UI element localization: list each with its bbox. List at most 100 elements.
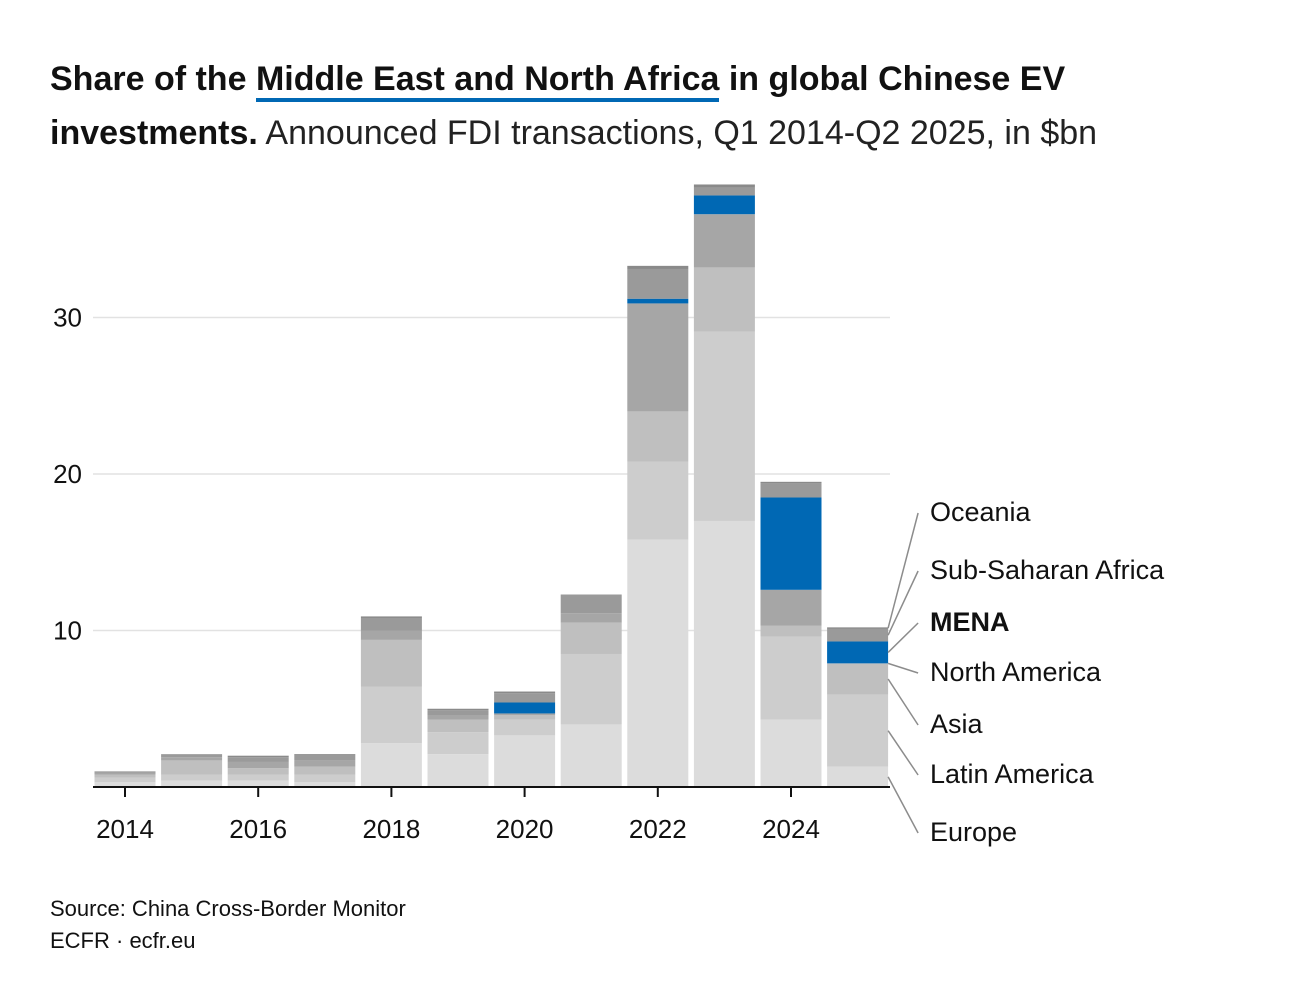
bar-latin-america-2023 bbox=[693, 331, 755, 521]
bar-asia-2016 bbox=[227, 768, 289, 775]
bar-asia-2023 bbox=[693, 267, 755, 332]
bar-sub-saharan-africa-2019 bbox=[427, 710, 489, 716]
bar-latin-america-2022 bbox=[627, 461, 689, 540]
legend-label-latin-america: Latin America bbox=[930, 759, 1095, 789]
leader-line-europe bbox=[887, 776, 919, 834]
bar-europe-2025 bbox=[827, 766, 889, 787]
x-tick-label-2014: 2014 bbox=[96, 814, 154, 844]
bar-asia-2021 bbox=[560, 622, 622, 654]
bar-mena-2025 bbox=[827, 641, 889, 664]
bar-europe-2016 bbox=[227, 780, 289, 787]
y-tick-label-10: 10 bbox=[53, 616, 82, 646]
bar-north-america-2020 bbox=[494, 713, 556, 716]
legend-label-oceania: Oceania bbox=[930, 497, 1032, 527]
bar-europe-2015 bbox=[161, 780, 223, 787]
bar-north-america-2016 bbox=[227, 761, 289, 769]
bar-oceania-2016 bbox=[227, 755, 289, 758]
bar-europe-2024 bbox=[760, 719, 822, 787]
x-tick-label-2020: 2020 bbox=[496, 814, 554, 844]
x-tick-label-2024: 2024 bbox=[762, 814, 820, 844]
bar-sub-saharan-africa-2021 bbox=[560, 594, 622, 614]
bar-oceania-2018 bbox=[360, 616, 422, 618]
title-highlight: Middle East and North Africa bbox=[255, 60, 720, 102]
bar-sub-saharan-africa-2015 bbox=[161, 754, 223, 758]
bar-mena-2023 bbox=[693, 195, 755, 215]
bar-sub-saharan-africa-2024 bbox=[760, 483, 822, 498]
y-tick-label-20: 20 bbox=[53, 459, 82, 489]
bar-mena-2024 bbox=[760, 497, 822, 590]
bar-sub-saharan-africa-2023 bbox=[693, 187, 755, 196]
bar-asia-2020 bbox=[494, 715, 556, 720]
leader-line-north-america bbox=[887, 662, 919, 674]
chart-subtitle: Announced FDI transactions, Q1 2014-Q2 2… bbox=[257, 114, 1098, 152]
bar-asia-2019 bbox=[427, 719, 489, 733]
bar-oceania-2023 bbox=[693, 184, 755, 188]
bar-europe-2022 bbox=[627, 539, 689, 787]
legend-label-europe: Europe bbox=[930, 817, 1017, 847]
bar-latin-america-2025 bbox=[827, 694, 889, 767]
leader-line-sub-saharan-africa bbox=[887, 570, 919, 636]
bar-asia-2018 bbox=[360, 639, 422, 687]
bar-north-america-2019 bbox=[427, 715, 489, 720]
bar-sub-saharan-africa-2020 bbox=[494, 693, 556, 703]
title-part2: in global Chinese EV investments. bbox=[50, 60, 1066, 152]
bar-europe-2014 bbox=[94, 782, 156, 787]
bar-asia-2024 bbox=[760, 625, 822, 637]
bar-latin-america-2015 bbox=[161, 774, 223, 781]
bar-asia-2025 bbox=[827, 663, 889, 695]
bar-north-america-2014 bbox=[94, 772, 156, 775]
bar-europe-2019 bbox=[427, 754, 489, 787]
bar-sub-saharan-africa-2025 bbox=[827, 628, 889, 642]
bar-oceania-2019 bbox=[427, 708, 489, 711]
publisher-credit: ECFR · ecfr.eu bbox=[50, 928, 196, 953]
bar-europe-2018 bbox=[360, 743, 422, 787]
bar-europe-2023 bbox=[693, 520, 755, 787]
y-tick-label-30: 30 bbox=[53, 303, 82, 333]
bar-north-america-2023 bbox=[693, 214, 755, 268]
bar-latin-america-2016 bbox=[227, 774, 289, 781]
leader-line-oceania bbox=[887, 512, 919, 629]
bar-asia-2022 bbox=[627, 411, 689, 462]
footer: Source: China Cross-Border Monitor ECFR … bbox=[50, 893, 406, 957]
leader-line-mena bbox=[887, 622, 919, 653]
bar-asia-2014 bbox=[94, 774, 156, 778]
leader-line-asia bbox=[887, 678, 919, 726]
bar-oceania-2024 bbox=[760, 481, 822, 484]
bar-north-america-2015 bbox=[161, 757, 223, 761]
legend-label-sub-saharan-africa: Sub-Saharan Africa bbox=[930, 555, 1165, 585]
bar-sub-saharan-africa-2016 bbox=[227, 757, 289, 762]
bar-north-america-2021 bbox=[560, 613, 622, 623]
bar-latin-america-2021 bbox=[560, 653, 622, 725]
x-tick-label-2022: 2022 bbox=[629, 814, 687, 844]
title-part1: Share of the bbox=[50, 60, 256, 98]
bar-oceania-2025 bbox=[827, 627, 889, 629]
bar-north-america-2018 bbox=[360, 630, 422, 640]
bar-europe-2021 bbox=[560, 724, 622, 787]
bar-asia-2015 bbox=[161, 760, 223, 775]
bar-sub-saharan-africa-2017 bbox=[294, 755, 356, 761]
bar-north-america-2022 bbox=[627, 303, 689, 412]
bar-sub-saharan-africa-2014 bbox=[94, 771, 156, 773]
bar-latin-america-2020 bbox=[494, 719, 556, 736]
bar-latin-america-2024 bbox=[760, 636, 822, 720]
bar-sub-saharan-africa-2018 bbox=[360, 617, 422, 631]
leader-line-latin-america bbox=[887, 730, 919, 776]
bar-latin-america-2018 bbox=[360, 686, 422, 744]
bar-mena-2020 bbox=[494, 702, 556, 714]
bar-sub-saharan-africa-2022 bbox=[627, 268, 689, 299]
x-tick-label-2018: 2018 bbox=[362, 814, 420, 844]
legend-label-asia: Asia bbox=[930, 709, 984, 739]
bar-europe-2017 bbox=[294, 782, 356, 787]
bar-north-america-2024 bbox=[760, 589, 822, 626]
bar-mena-2022 bbox=[627, 298, 689, 304]
legend-label-mena: MENA bbox=[930, 607, 1010, 637]
x-tick-label-2016: 2016 bbox=[229, 814, 287, 844]
legend-label-north-america: North America bbox=[930, 657, 1102, 687]
chart-title: Share of the Middle East and North Afric… bbox=[50, 52, 1250, 160]
bar-latin-america-2017 bbox=[294, 774, 356, 783]
bar-oceania-2017 bbox=[294, 754, 356, 756]
bar-asia-2017 bbox=[294, 766, 356, 775]
bar-north-america-2017 bbox=[294, 760, 356, 767]
source-note: Source: China Cross-Border Monitor bbox=[50, 896, 406, 921]
